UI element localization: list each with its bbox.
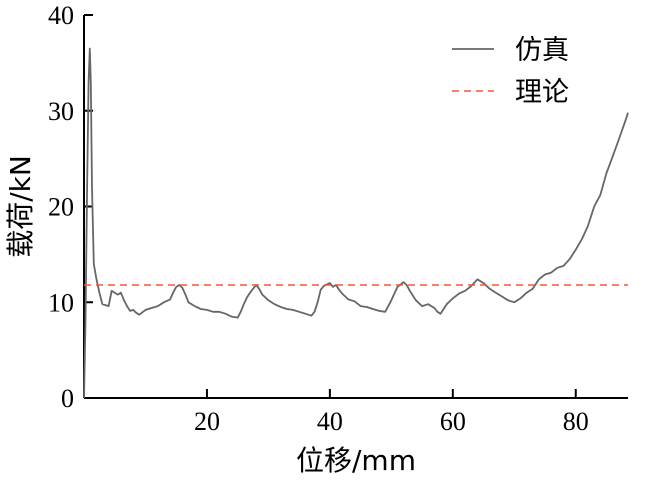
y-tick-label: 30 [48, 97, 74, 126]
x-tick-label: 20 [194, 407, 220, 436]
series-layer [83, 47, 629, 399]
y-tick-label: 10 [48, 288, 74, 317]
y-tick-label: 20 [48, 193, 74, 222]
x-axis-title: 位移/mm [296, 444, 416, 477]
legend-label: 理论 [515, 77, 569, 108]
series-line-simulation [83, 47, 629, 399]
legend-label: 仿真 [515, 35, 569, 66]
y-axis-title: 载荷/kN [4, 155, 37, 258]
axes: 0 10 20 30 40 20 40 60 80 [48, 1, 628, 436]
y-tick-label: 40 [48, 1, 74, 30]
x-tick-label: 60 [440, 407, 466, 436]
x-tick-label: 80 [563, 407, 589, 436]
y-tick-label: 0 [61, 384, 74, 413]
x-tick-label: 40 [317, 407, 343, 436]
